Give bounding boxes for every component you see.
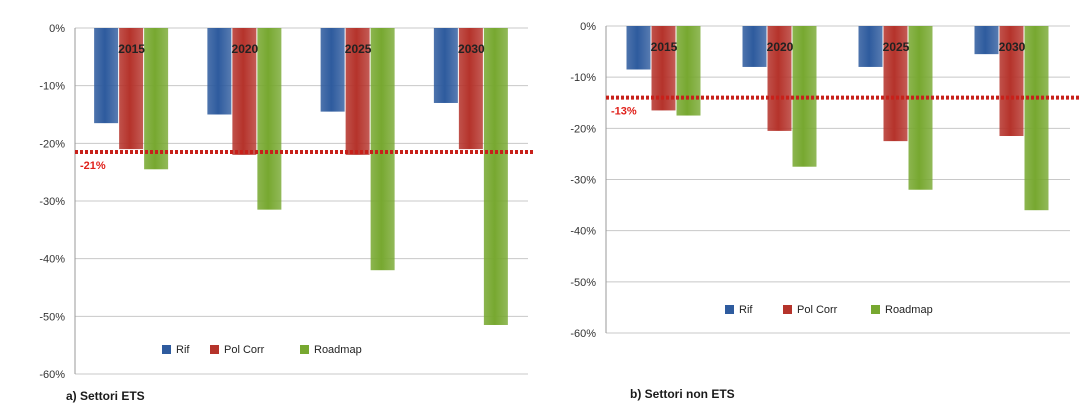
bar-pol-corr-2025 <box>883 26 908 142</box>
legend-swatch-rif <box>725 305 734 314</box>
legend-label-pol-corr: Pol Corr <box>797 304 838 316</box>
bar-pol-corr-2025 <box>345 28 370 155</box>
category-label-2030: 2030 <box>999 40 1026 54</box>
bar-pol-corr-2030 <box>458 28 483 150</box>
bar-rif-2025 <box>320 28 345 112</box>
legend-label-roadmap: Roadmap <box>314 344 362 356</box>
y-tick-label: -20% <box>570 123 596 135</box>
chart-a-caption: a) Settori ETS <box>66 389 145 403</box>
reference-line-label: -21% <box>80 160 106 172</box>
chart-b-plot: 0% -10% -20% -30% -40% -50% -60% 2015 2020 2025 20… <box>570 21 1080 340</box>
legend-label-roadmap: Roadmap <box>885 304 933 316</box>
y-tick-label: 0% <box>49 23 65 35</box>
category-label-2030: 2030 <box>458 42 485 56</box>
bar-pol-corr-2015 <box>119 28 144 150</box>
category-label-2020: 2020 <box>232 42 259 56</box>
bar-roadmap-2015 <box>676 26 701 116</box>
bar-rif-2020 <box>742 26 767 67</box>
category-label-2015: 2015 <box>118 42 145 56</box>
bar-rif-2020 <box>207 28 232 115</box>
legend-swatch-roadmap <box>871 305 880 314</box>
y-tick-label: -50% <box>570 277 596 289</box>
bar-pol-corr-2020 <box>232 28 257 155</box>
chart-panel-a: 0% -10% -20% -30% -40% -50% -60% 2015 2020 2025 20… <box>39 23 534 403</box>
y-tick-label: -60% <box>570 328 596 340</box>
bar-roadmap-2030 <box>1024 26 1049 211</box>
bar-rif-2025 <box>858 26 883 67</box>
legend-swatch-pol-corr <box>783 305 792 314</box>
y-tick-label: -10% <box>570 72 596 84</box>
bar-rif-2015 <box>94 28 119 124</box>
y-tick-label: -60% <box>39 369 65 381</box>
y-tick-label: -20% <box>39 138 65 150</box>
legend-swatch-rif <box>162 345 171 354</box>
bar-rif-2015 <box>626 26 651 70</box>
legend: Rif Pol Corr Roadmap <box>725 304 933 316</box>
bar-pol-corr-2020 <box>767 26 792 131</box>
bar-rif-2030 <box>433 28 458 103</box>
y-tick-label: 0% <box>580 21 596 33</box>
legend-label-rif: Rif <box>739 304 753 316</box>
category-label-2025: 2025 <box>883 40 910 54</box>
y-tick-label: -40% <box>39 254 65 266</box>
legend-swatch-roadmap <box>300 345 309 354</box>
y-tick-label: -10% <box>39 81 65 93</box>
y-tick-label: -30% <box>39 196 65 208</box>
bar-pol-corr-2030 <box>999 26 1024 137</box>
category-label-2020: 2020 <box>767 40 794 54</box>
y-tick-label: -30% <box>570 175 596 187</box>
legend: Rif Pol Corr Roadmap <box>162 344 362 356</box>
bar-roadmap-2025 <box>908 26 933 190</box>
bar-rif-2030 <box>974 26 999 55</box>
legend-label-rif: Rif <box>176 344 190 356</box>
category-label-2015: 2015 <box>651 40 678 54</box>
chart-b-caption: b) Settori non ETS <box>630 387 735 401</box>
category-label-2025: 2025 <box>345 42 372 56</box>
chart-panel-b: 0% -10% -20% -30% -40% -50% -60% 2015 2020 2025 20… <box>545 0 1083 412</box>
chart-a-plot: 0% -10% -20% -30% -40% -50% -60% 2015 2020 2025 20… <box>39 23 534 381</box>
bar-roadmap-2025 <box>370 28 395 271</box>
y-tick-label: -40% <box>570 226 596 238</box>
bar-roadmap-2030 <box>483 28 508 325</box>
legend-label-pol-corr: Pol Corr <box>224 344 265 356</box>
bar-roadmap-2015 <box>144 28 169 170</box>
bar-roadmap-2020 <box>257 28 282 210</box>
reference-line-label: -13% <box>611 106 637 118</box>
legend-swatch-pol-corr <box>210 345 219 354</box>
y-tick-label: -50% <box>39 311 65 323</box>
